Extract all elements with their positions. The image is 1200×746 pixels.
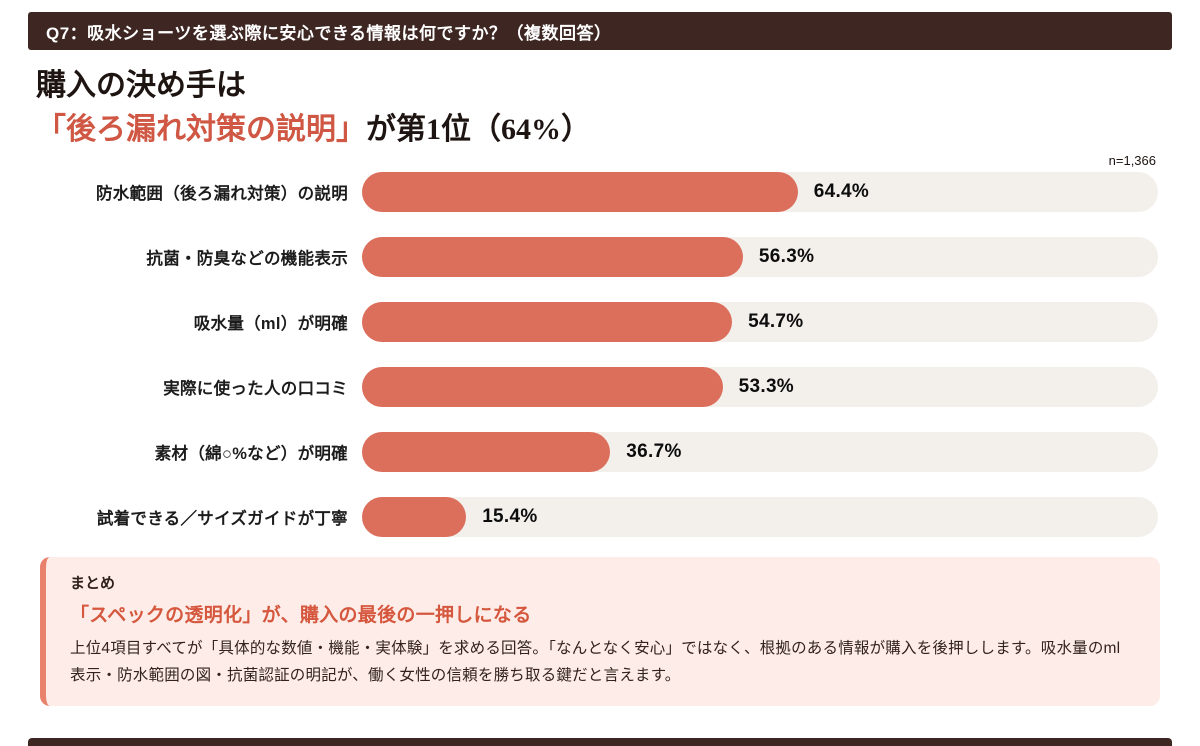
summary-heading: 「スペックの透明化」が、購入の最後の一押しになる xyxy=(70,605,532,626)
summary-box: まとめ 「スペックの透明化」が、購入の最後の一押しになる 上位4項目すべてが「具… xyxy=(40,557,1160,707)
bar-row: 実際に使った人の口コミ 53.3% xyxy=(36,367,1158,407)
bar-category-label: 吸水量（ml）が明確 xyxy=(193,315,348,333)
title-highlight: 「後ろ漏れ対策の説明」 xyxy=(36,112,366,146)
question-header-bar: Q7：吸水ショーツを選ぶ際に安心できる情報は何ですか？（複数回答） xyxy=(28,12,1172,50)
bar-track: 64.4% xyxy=(362,172,1158,212)
bar-row: 素材（綿○%など）が明確 36.7% xyxy=(36,432,1158,472)
title-line-1: 購入の決め手は xyxy=(36,69,246,102)
bar-chart: 防水範囲（後ろ漏れ対策）の説明 64.4% 抗菌・防臭などの機能表示 56.3% 吸水量… xyxy=(36,172,1158,537)
bar-track: 56.3% xyxy=(362,237,1158,277)
bar-category-label: 防水範囲（後ろ漏れ対策）の説明 xyxy=(96,185,348,203)
bar-category-label: 実際に使った人の口コミ xyxy=(163,380,348,398)
bar xyxy=(362,497,467,537)
summary-body: 上位4項目すべてが「具体的な数値・機能・実体験」を求める回答。「なんとなく安心」… xyxy=(70,640,1121,685)
bar-value-label: 53.3% xyxy=(738,376,794,397)
bar-value-label: 56.3% xyxy=(758,246,815,267)
bar xyxy=(362,302,733,342)
title-line-2: 「後ろ漏れ対策の説明」が第1位（64%） xyxy=(36,108,1164,152)
bar xyxy=(362,237,743,277)
bar-value-label: 15.4% xyxy=(482,506,538,527)
title-rest: が第1位（64%） xyxy=(366,112,591,146)
bar-category-label: 試着できる／サイズガイドが丁寧 xyxy=(96,510,348,528)
bar-track: 36.7% xyxy=(362,432,1158,472)
page-title: 購入の決め手は 「後ろ漏れ対策の説明」が第1位（64%） xyxy=(36,64,1164,151)
question-text: Q7：吸水ショーツを選ぶ際に安心できる情報は何ですか？（複数回答） xyxy=(46,23,612,43)
sample-size-label: n=1,366 xyxy=(1108,153,1156,168)
bar-track: 54.7% xyxy=(362,302,1158,342)
summary-label: まとめ xyxy=(70,575,116,592)
footer-accent-strip xyxy=(28,738,1172,746)
bar-track: 15.4% xyxy=(362,497,1158,537)
bar-row: 試着できる／サイズガイドが丁寧 15.4% xyxy=(36,497,1158,537)
bar-track: 53.3% xyxy=(362,367,1158,407)
bar-value-label: 36.7% xyxy=(626,441,682,462)
bar-category-label: 素材（綿○%など）が明確 xyxy=(154,445,348,463)
bar-row: 防水範囲（後ろ漏れ対策）の説明 64.4% xyxy=(36,172,1158,212)
bar-value-label: 64.4% xyxy=(813,181,870,202)
bar-row: 吸水量（ml）が明確 54.7% xyxy=(36,302,1158,342)
bar-value-label: 54.7% xyxy=(748,311,804,332)
bar-category-label: 抗菌・防臭などの機能表示 xyxy=(146,250,348,268)
bar xyxy=(362,367,723,407)
bar xyxy=(362,432,611,472)
bar-row: 抗菌・防臭などの機能表示 56.3% xyxy=(36,237,1158,277)
bar xyxy=(362,172,798,212)
